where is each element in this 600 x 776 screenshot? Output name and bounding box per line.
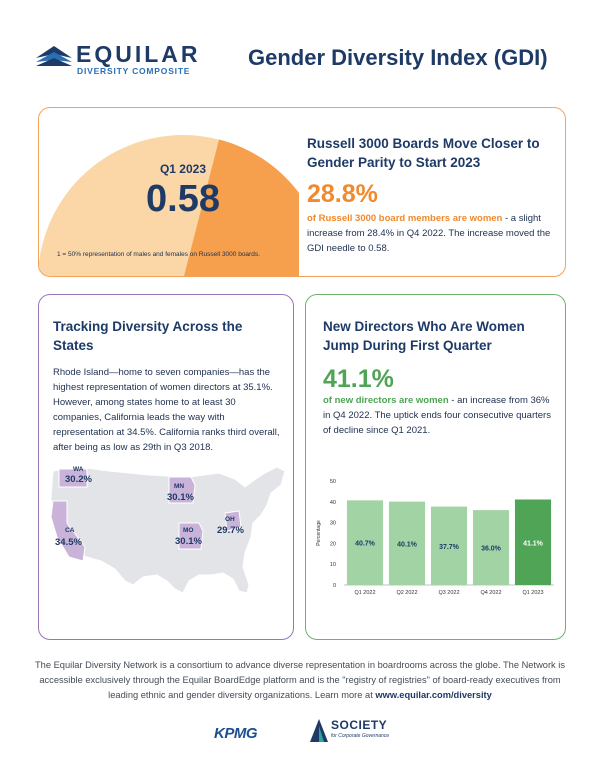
state-value-mo: 30.1% [175,536,202,547]
x-tick-label: Q2 2022 [396,590,417,596]
y-tick-label: 50 [330,479,336,485]
society-logo: SOCIETY for Corporate Governance [309,716,389,746]
state-mo-shape [178,522,204,550]
footer-link[interactable]: www.equilar.com/diversity [375,690,492,700]
states-body: Rhode Island—home to seven companies—has… [53,367,280,453]
directors-desc-rest: - an increase from 36% in Q4 2022. The u… [323,395,551,436]
gdi-stat: 28.8% [307,180,378,208]
state-abbr-oh: OH [225,516,235,523]
y-tick-label: 10 [330,562,336,568]
new-directors-card: New Directors Who Are Women Jump During … [305,294,566,640]
state-ca-shape [50,500,86,562]
us-map: WA 30.2% MN 30.1% CA 34.5% MO 30.1% OH 2… [39,457,293,637]
bar-2 [388,501,426,585]
directors-heading: New Directors Who Are Women Jump During … [323,319,525,353]
society-wordmark: SOCIETY [331,718,388,732]
states-card: Tracking Diversity Across the States Rho… [38,294,294,640]
gauge-graphic [39,135,299,276]
directors-stat: 41.1% [323,365,394,393]
kpmg-wordmark: KPMG [214,725,258,742]
logo-subtitle: DIVERSITY COMPOSITE [77,66,191,76]
footer-text: The Equilar Diversity Network is a conso… [30,658,570,703]
directors-bar-chart: 0 10 20 30 40 50 Percentage 40.7% Q1 2022 40.1% Q2… [306,473,566,603]
bar-chart-svg: 0 10 20 30 40 50 Percentage 40.7% Q1 2022 40.1% Q2… [316,479,554,596]
y-tick-label: 0 [333,583,336,589]
gdi-gauge: Q1 2023 0.58 1 = 50% representation of m… [39,108,299,276]
state-abbr-wa: WA [73,466,84,473]
gauge-value: 0.58 [146,178,220,220]
state-value-ca: 34.5% [55,537,82,548]
gdi-heading: Russell 3000 Boards Move Closer to Gende… [307,136,540,170]
bar-3 [430,506,468,585]
x-tick-label: Q1 2023 [522,590,543,596]
x-tick-label: Q3 2022 [438,590,459,596]
equilar-logo-icon [36,46,72,66]
state-wa-shape [58,468,88,488]
equilar-logo: EQUILAR DIVERSITY COMPOSITE [34,40,204,80]
gauge-fill [184,139,299,276]
gauge-footnote: 1 = 50% representation of males and fema… [57,251,260,258]
bar-value-label: 40.1% [397,541,418,548]
state-mn-shape [168,476,196,504]
directors-stat-label: of new directors are women [323,395,449,406]
gdi-card: Q1 2023 0.58 1 = 50% representation of m… [38,107,566,277]
society-logo-icon [310,719,328,742]
gdi-desc-rest: - a slight increase from 28.4% in Q4 202… [307,213,551,254]
state-oh-shape [224,510,242,532]
gdi-description: of Russell 3000 board members are women … [307,211,557,256]
state-value-wa: 30.2% [65,474,92,485]
bar-value-label: 36.0% [481,546,502,553]
bar-4 [472,510,510,585]
logo-wordmark: EQUILAR [76,41,201,67]
page-header: EQUILAR DIVERSITY COMPOSITE Gender Diver… [0,0,600,100]
bar-value-label: 41.1% [523,540,544,547]
us-map-outline [50,466,286,594]
y-tick-label: 20 [330,541,336,547]
y-tick-label: 30 [330,521,336,527]
bar-1 [346,500,384,585]
state-value-oh: 29.7% [217,525,244,536]
state-abbr-mn: MN [174,483,185,490]
gdi-stat-label: of Russell 3000 board members are women [307,213,503,224]
x-tick-label: Q1 2022 [354,590,375,596]
y-tick-label: 40 [330,500,336,506]
states-heading: Tracking Diversity Across the States [53,319,243,353]
y-axis-label: Percentage [316,520,322,546]
bar-5 [514,499,552,585]
bar-value-label: 40.7% [355,541,376,548]
page-title: Gender Diversity Index (GDI) [248,45,548,70]
us-map-graphic [50,466,286,594]
x-tick-label: Q4 2022 [480,590,501,596]
state-value-mn: 30.1% [167,492,194,503]
gauge-period: Q1 2023 [159,162,207,176]
state-abbr-mo: MO [183,527,194,534]
directors-description: of new directors are women - an increase… [323,393,558,438]
society-subtitle: for Corporate Governance [331,733,390,739]
footer-body: The Equilar Diversity Network is a conso… [35,660,565,700]
kpmg-logo: KPMG [214,717,274,747]
bar-value-label: 37.7% [439,544,460,551]
state-abbr-ca: CA [65,527,75,534]
